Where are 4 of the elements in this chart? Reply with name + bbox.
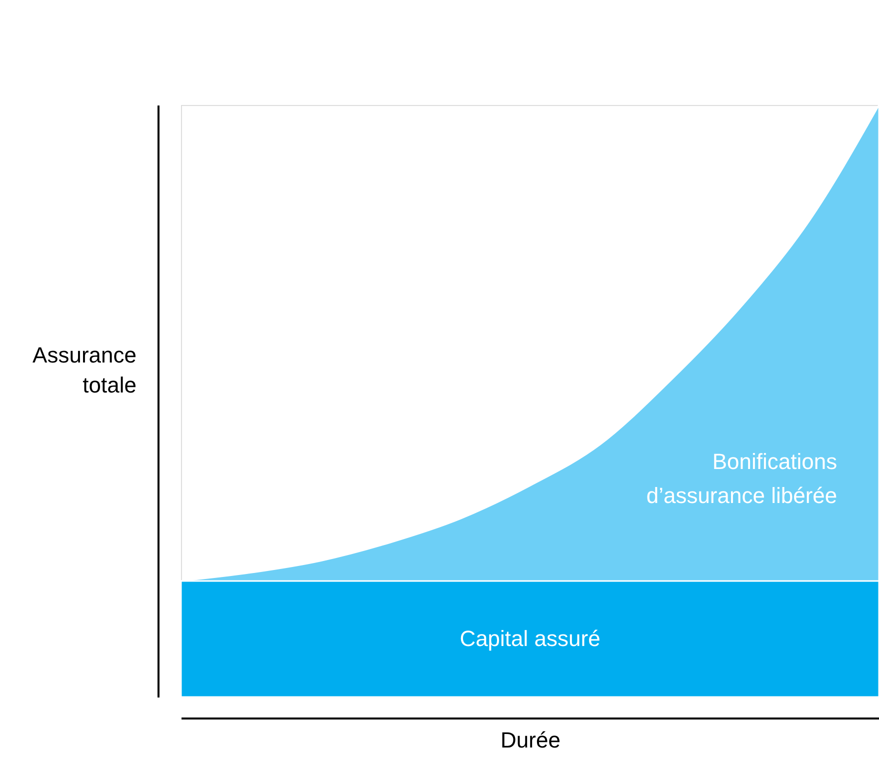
y-axis-title: Assurance totale: [32, 342, 136, 398]
x-axis-title: Durée: [500, 728, 560, 752]
series-label: Bonifications d’assurance libérée: [646, 448, 838, 508]
series-label: Capital assuré: [460, 626, 600, 651]
